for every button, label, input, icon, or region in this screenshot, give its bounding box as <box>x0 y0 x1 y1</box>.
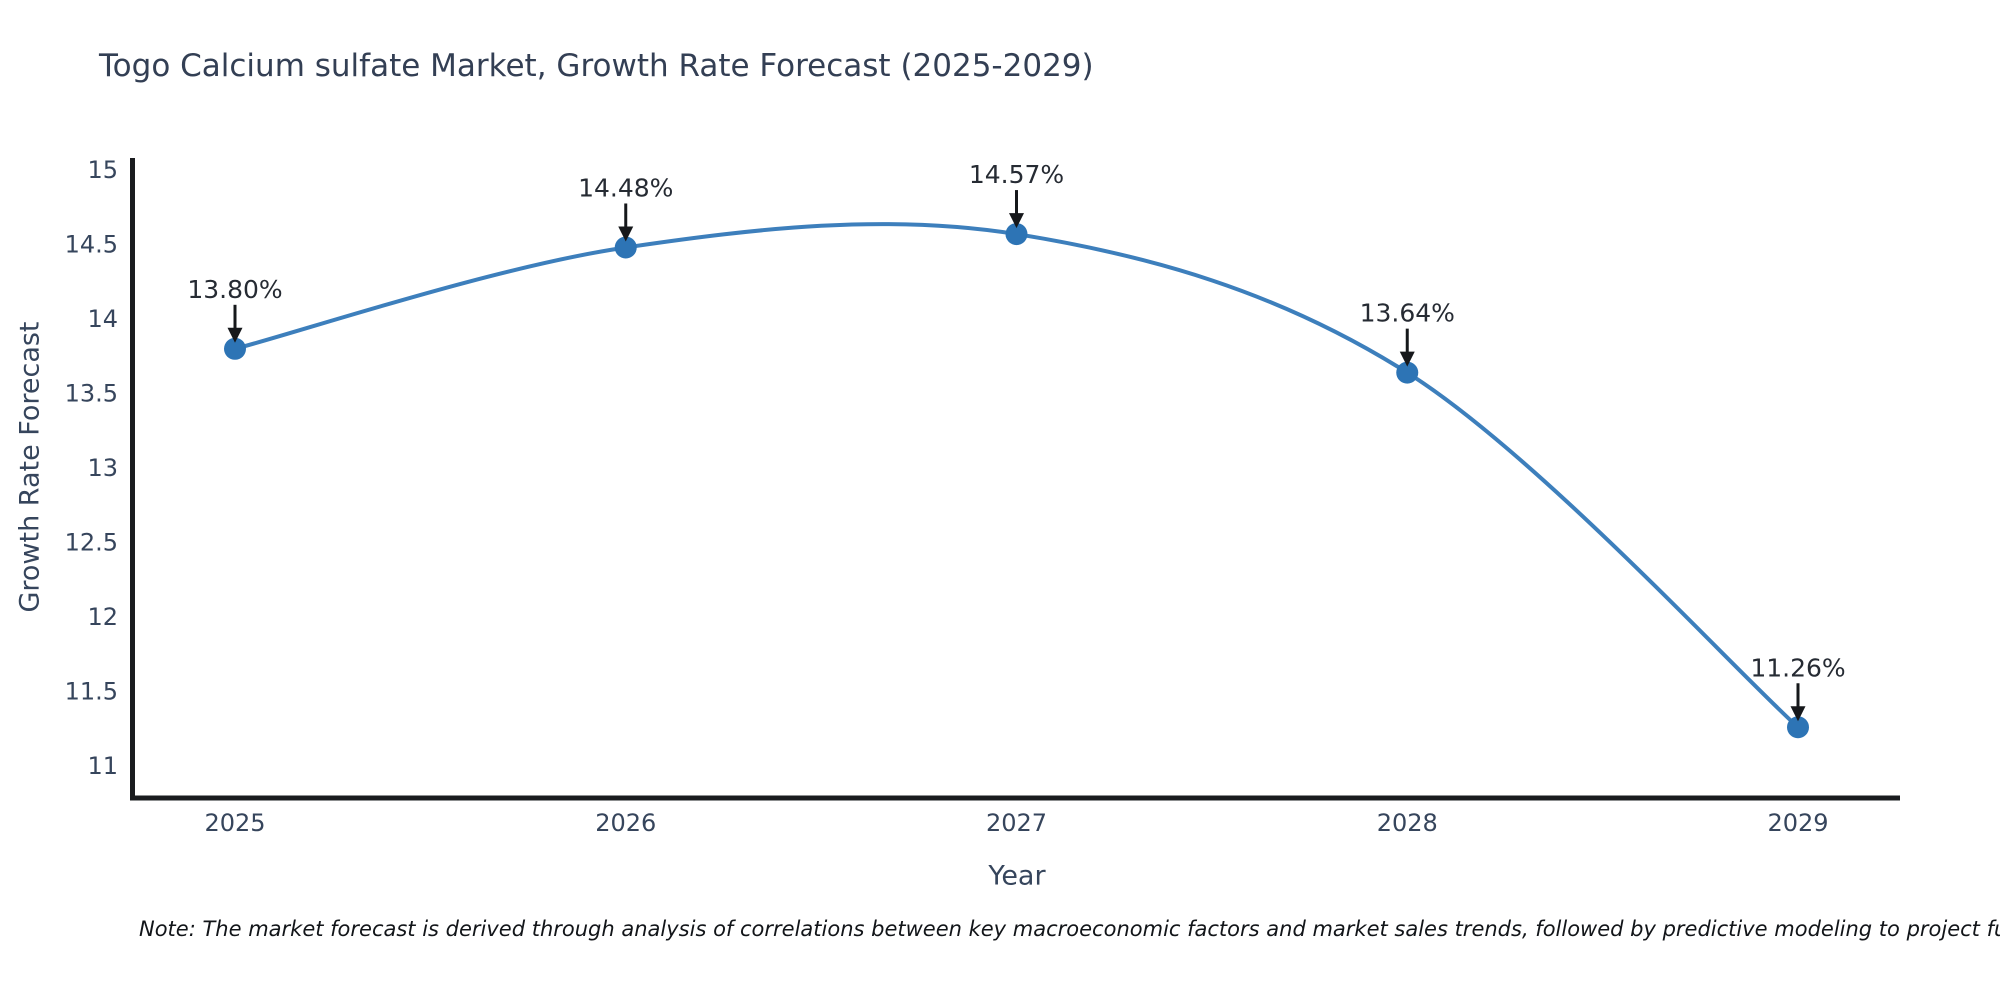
y-tick-label: 12.5 <box>65 529 118 557</box>
series-line <box>233 222 1800 730</box>
axes <box>130 158 1900 801</box>
y-axis-title: Growth Rate Forecast <box>14 321 46 613</box>
data-point-marker[interactable] <box>1005 223 1028 246</box>
annotation-arrowhead-icon <box>618 226 634 242</box>
data-point-marker[interactable] <box>614 236 637 259</box>
data-point-marker[interactable] <box>224 337 246 360</box>
series-markers <box>224 223 1809 739</box>
x-axis-title: Year <box>988 860 1046 892</box>
data-point-marker[interactable] <box>1396 361 1419 384</box>
annotation-arrowhead-icon <box>227 327 243 343</box>
x-tick-labels: 2025 2026 2027 2028 2029 <box>204 809 1828 837</box>
point-annotations: 13.80% 14.48% 14.57% 13.64% 11.26% <box>187 160 1846 722</box>
x-tick-label: 2029 <box>1767 809 1828 837</box>
y-tick-label: 11 <box>87 752 118 780</box>
annotation-arrowhead-icon <box>1790 706 1806 722</box>
x-tick-label: 2028 <box>1377 809 1438 837</box>
data-point-marker[interactable] <box>1787 716 1809 739</box>
chart-title: Togo Calcium sulfate Market, Growth Rate… <box>99 48 1094 84</box>
y-tick-label: 13.5 <box>65 380 118 408</box>
y-tick-label: 12 <box>87 603 118 631</box>
y-tick-labels: 15 14.5 14 13.5 13 12.5 12 11.5 11 <box>65 156 118 780</box>
y-tick-label: 11.5 <box>65 678 118 706</box>
y-tick-label: 14.5 <box>65 231 118 259</box>
y-tick-label: 13 <box>87 454 118 482</box>
y-tick-label: 15 <box>87 156 118 184</box>
footnote: Note: The market forecast is derived thr… <box>139 917 2000 941</box>
annotation-arrowhead-icon <box>1399 351 1415 367</box>
x-tick-label: 2025 <box>204 809 265 837</box>
annotation-label: 13.64% <box>1360 299 1455 328</box>
x-tick-label: 2027 <box>986 809 1047 837</box>
y-tick-label: 14 <box>87 305 118 333</box>
annotation-arrowhead-icon <box>1009 213 1024 229</box>
annotation-label: 14.48% <box>578 173 673 202</box>
x-tick-label: 2026 <box>595 809 656 837</box>
annotation-label: 11.26% <box>1750 653 1845 682</box>
annotation-label: 14.57% <box>969 160 1064 189</box>
annotation-label: 13.80% <box>187 275 282 304</box>
